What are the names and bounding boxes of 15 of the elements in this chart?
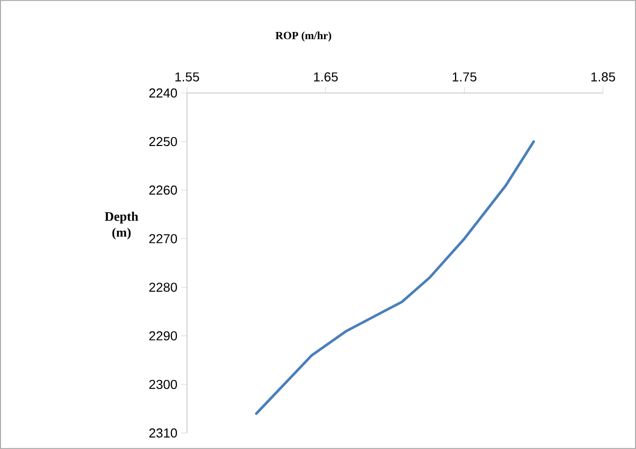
y-tick-label: 2250 bbox=[149, 136, 177, 146]
x-tick-label: 1.65 bbox=[314, 72, 338, 82]
x-tick-label: 1.75 bbox=[452, 72, 476, 82]
y-tick-label: 2280 bbox=[149, 282, 177, 292]
x-axis-title: ROP (m/hr) bbox=[276, 32, 332, 42]
y-axis-title: Depth (m) bbox=[104, 212, 138, 240]
y-tick-label: 2270 bbox=[149, 234, 177, 244]
x-tick-label: 1.85 bbox=[591, 72, 616, 82]
y-tick-label: 2260 bbox=[149, 186, 177, 195]
y-tick-label: 2240 bbox=[149, 88, 177, 98]
y-tick-label: 2290 bbox=[149, 331, 177, 340]
line-series bbox=[255, 140, 535, 415]
y-tick-label: 2300 bbox=[149, 380, 177, 389]
y-tick-label: 2310 bbox=[149, 428, 177, 438]
x-tick-label: 1.55 bbox=[175, 72, 200, 82]
